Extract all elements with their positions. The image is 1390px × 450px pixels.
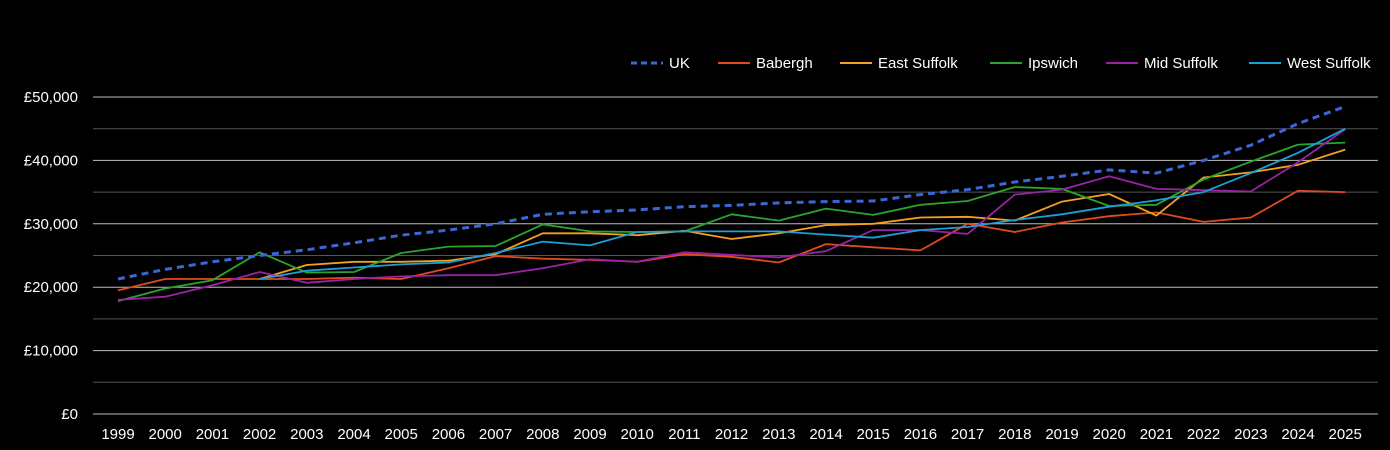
y-tick-label: £20,000 [24, 279, 78, 296]
legend-label: Babergh [756, 55, 813, 72]
x-tick-label: 2001 [196, 426, 229, 443]
series-line-babergh [117, 189, 1346, 292]
x-tick-label: 2003 [290, 426, 323, 443]
y-tick-label: £30,000 [24, 216, 78, 233]
y-tick-label: £50,000 [24, 89, 78, 106]
x-tick-label: 2025 [1329, 426, 1362, 443]
x-tick-label: 2018 [998, 426, 1031, 443]
grid-lines [93, 96, 1378, 415]
x-tick-label: 1999 [101, 426, 134, 443]
x-axis-tick-labels: 1999 2000 2001 2002 2003 2004 2005 2006 2007 2008… [101, 426, 1362, 443]
x-tick-label: 2019 [1045, 426, 1078, 443]
x-tick-label: 2006 [432, 426, 465, 443]
x-tick-label: 2020 [1093, 426, 1126, 443]
x-tick-label: 2013 [762, 426, 795, 443]
legend-label: East Suffolk [878, 55, 958, 72]
x-tick-label: 2021 [1140, 426, 1173, 443]
x-tick-label: 2011 [668, 426, 700, 443]
x-tick-label: 2024 [1281, 426, 1314, 443]
legend-label: Mid Suffolk [1144, 55, 1218, 72]
series-line-ipswich [117, 141, 1346, 302]
x-tick-label: 2009 [573, 426, 606, 443]
series-line-east-suffolk [259, 148, 1346, 280]
x-tick-label: 2017 [951, 426, 984, 443]
x-tick-label: 2014 [809, 426, 842, 443]
series-lines [117, 105, 1346, 302]
legend-label: West Suffolk [1287, 55, 1371, 72]
y-axis-tick-labels: £0 £10,000 £20,000 £30,000 £40,000 £50,000 [24, 89, 78, 423]
legend: UK Babergh East Suffolk Ipswich Mid Suffolk W… [631, 55, 1371, 72]
legend-label: UK [669, 55, 690, 72]
x-tick-label: 2016 [904, 426, 937, 443]
series-line-west-suffolk [259, 127, 1346, 280]
series-line-mid-suffolk [117, 128, 1346, 301]
x-tick-label: 2008 [526, 426, 559, 443]
legend-label: Ipswich [1028, 55, 1078, 72]
x-tick-label: 2023 [1234, 426, 1267, 443]
x-tick-label: 2004 [337, 426, 370, 443]
x-tick-label: 2010 [621, 426, 654, 443]
x-tick-label: 2002 [243, 426, 276, 443]
x-tick-label: 2015 [857, 426, 890, 443]
x-tick-label: 2012 [715, 426, 748, 443]
x-tick-label: 2007 [479, 426, 512, 443]
y-tick-label: £10,000 [24, 343, 78, 360]
x-tick-label: 2022 [1187, 426, 1220, 443]
y-tick-label: £40,000 [24, 152, 78, 169]
x-tick-label: 2005 [385, 426, 418, 443]
series-line-uk [117, 105, 1346, 281]
x-tick-label: 2000 [149, 426, 182, 443]
y-tick-label: £0 [61, 406, 78, 423]
